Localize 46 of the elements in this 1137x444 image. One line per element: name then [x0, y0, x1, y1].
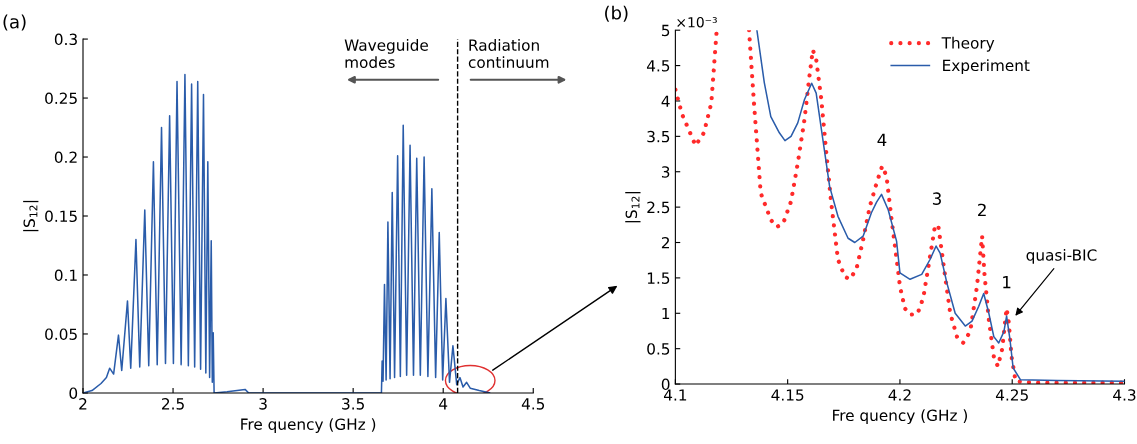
y-tick-label: 1.5 [647, 272, 670, 284]
legend-label: Theory [941, 36, 995, 52]
y-axis-title: |S$_{12}$| [625, 192, 641, 223]
text: (b) [605, 5, 628, 22]
y-tick-label: 3 [661, 166, 670, 178]
y-tick-label: 0 [69, 387, 78, 399]
y-tick-label: 0.15 [45, 210, 77, 223]
annotation: 4 [877, 133, 887, 146]
annotation: 1 [1003, 276, 1011, 289]
x-tick-label: 3.5 [342, 398, 364, 410]
text: (a) [3, 14, 26, 31]
x-tick-label: 3 [259, 398, 267, 410]
y-tick-label: 3.5 [647, 130, 670, 143]
y-tick-label: 4.5 [646, 60, 670, 72]
annotation: 3 [932, 192, 941, 205]
x-axis-title: Fre quency (GHz ) [241, 418, 376, 433]
y-tick-label: 1 [662, 307, 670, 320]
annotation: Radiation continuum [468, 39, 549, 69]
y-tick-label: 2 [661, 236, 669, 249]
annotation: quasi-BIC [1026, 248, 1097, 264]
y-axis-title: |S$_{12}$| [23, 200, 39, 232]
x-tick-label: 2 [79, 398, 87, 410]
x-tick-label: 2.5 [162, 398, 184, 410]
x-tick-label: 4.5 [521, 398, 545, 410]
x-tick-label: 4.15 [771, 389, 804, 401]
x-tick-label: 4.3 [1113, 389, 1136, 401]
annotation: 2 [978, 203, 986, 217]
text: ×10⁻³ [677, 17, 717, 28]
y-tick-label: 4 [661, 95, 670, 107]
y-tick-label: 0.05 [45, 328, 77, 340]
x-tick-label: 4.1 [663, 389, 687, 401]
y-tick-label: 0.25 [45, 92, 77, 105]
y-tick-label: 0.3 [54, 33, 77, 46]
annotation: Waveguide modes [344, 39, 428, 69]
x-axis-title: Fre quency (GHz ) [833, 409, 967, 425]
legend-label: Experiment [943, 59, 1030, 75]
y-tick-label: 0.1 [54, 269, 77, 282]
y-tick-label: 0.5 [647, 343, 670, 355]
x-tick-label: 4.25 [995, 389, 1028, 401]
y-tick-label: 0.2 [54, 151, 77, 164]
y-tick-label: 0 [661, 378, 670, 391]
line-series [756, 30, 1125, 382]
x-tick-label: 4 [439, 398, 448, 410]
y-tick-label: 5 [661, 24, 670, 37]
x-tick-label: 4.2 [888, 389, 911, 401]
y-tick-label: 2.5 [647, 201, 670, 214]
